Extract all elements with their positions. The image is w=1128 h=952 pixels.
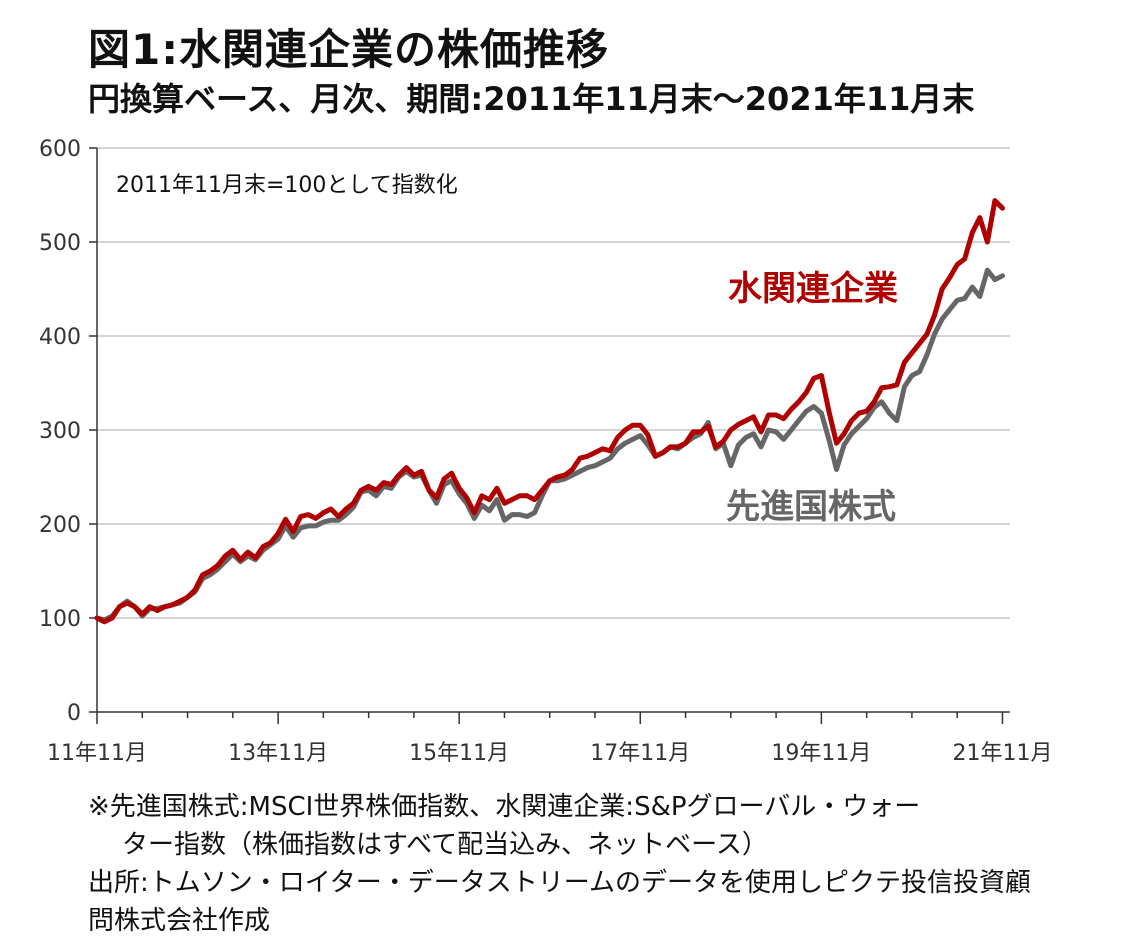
- y-tick-label: 600: [39, 137, 81, 162]
- x-tick-label: 11年11月: [47, 741, 147, 766]
- chart-grid: [97, 147, 1010, 619]
- x-tick-label: 17年11月: [590, 741, 690, 766]
- footnote-line: ター指数（株価指数はすべて配当込み、ネットベース）: [122, 830, 768, 860]
- y-tick-label: 200: [39, 513, 81, 538]
- series-line: [94, 267, 1005, 623]
- footnote-line: ※先進国株式:MSCI世界株価指数、水関連企業:S&Pグローバル・ウォー: [88, 792, 921, 822]
- footnotes: ※先進国株式:MSCI世界株価指数、水関連企業:S&Pグローバル・ウォー ター指…: [88, 788, 1118, 940]
- x-tick-label: 13年11月: [228, 741, 328, 766]
- series-label-developed: 先進国株式: [726, 487, 896, 527]
- x-tick-label: 19年11月: [771, 741, 871, 766]
- source-line: 出所:トムソン・ロイター・データストリームのデータを使用しピクテ投信投資顧: [88, 868, 1031, 898]
- index-annotation: 2011年11月末=100として指数化: [116, 173, 458, 198]
- chart-labels: 0 100 200 300 400 500 600 11年11月 13年11月 15年11月 17年…: [39, 137, 1052, 766]
- y-tick-label: 100: [39, 607, 81, 632]
- chart-axes: [89, 147, 1010, 724]
- y-tick-label: 300: [39, 419, 81, 444]
- x-tick-label: 15年11月: [409, 741, 509, 766]
- chart-series: [94, 198, 1005, 625]
- y-tick-label: 400: [39, 325, 81, 350]
- series-line: [94, 198, 1005, 625]
- page-title: 図1:水関連企業の株価推移: [88, 25, 610, 74]
- x-tick-label: 21年11月: [952, 741, 1052, 766]
- y-tick-label: 500: [39, 231, 81, 256]
- page-subtitle: 円換算ベース、月次、期間:2011年11月末～2021年11月末: [88, 80, 975, 118]
- line-chart: 0 100 200 300 400 500 600 11年11月 13年11月 15年11月 17年…: [39, 137, 1052, 766]
- y-tick-label: 0: [67, 701, 81, 726]
- source-line: 問株式会社作成: [88, 906, 271, 936]
- series-label-water: 水関連企業: [728, 269, 898, 309]
